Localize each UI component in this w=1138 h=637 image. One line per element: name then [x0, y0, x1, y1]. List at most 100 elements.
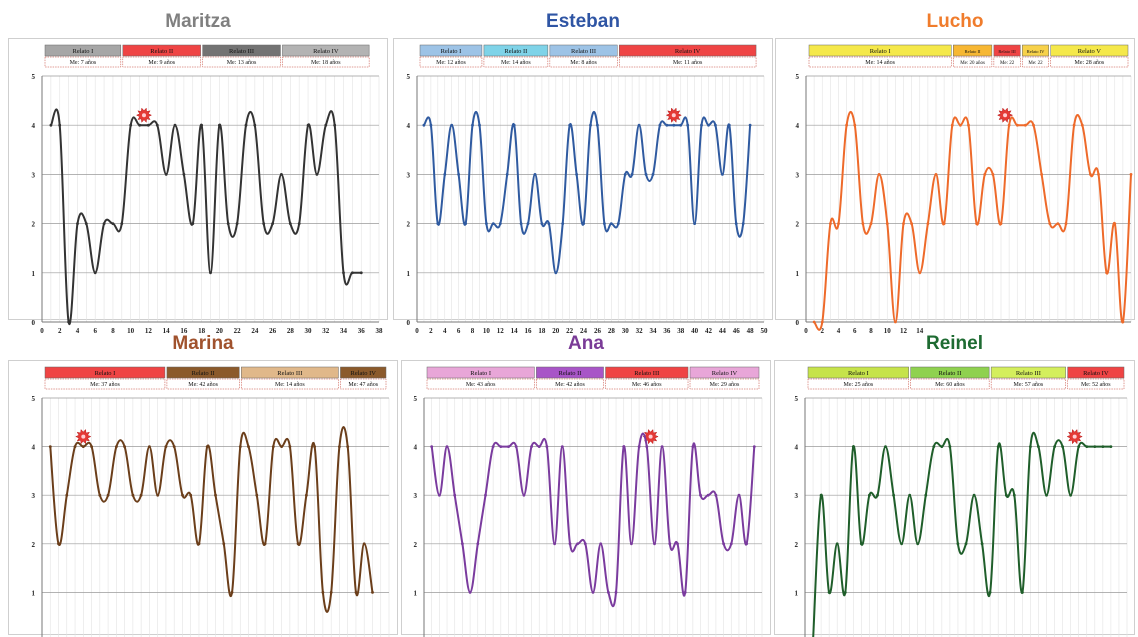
chart-svg: 0123450246810121416182022242628303234363…	[32, 366, 390, 637]
y-tick-label: 1	[795, 589, 799, 597]
relato-me-box	[122, 56, 201, 68]
relato-me: Me: 14 años	[501, 60, 531, 66]
data-point	[1045, 493, 1048, 497]
data-point	[722, 542, 725, 546]
y-tick-label: 4	[796, 122, 800, 130]
x-tick-label: 24	[251, 327, 259, 335]
x-tick-label: 4	[837, 327, 841, 335]
chart-svg: 0123450246810121416182022242628303234363…	[414, 366, 763, 637]
relato-band	[340, 366, 387, 379]
relato-me: Me: 60 años	[935, 382, 965, 388]
data-point	[942, 222, 946, 226]
y-tick-label: 3	[796, 171, 800, 179]
relato-band	[44, 366, 166, 379]
data-point	[280, 173, 283, 176]
relato-label: Relato II	[504, 48, 527, 55]
data-point	[512, 123, 516, 127]
data-point	[1105, 271, 1108, 275]
y-tick-label: 5	[32, 395, 36, 403]
data-point	[956, 542, 960, 546]
data-point	[90, 445, 93, 448]
data-point	[315, 173, 319, 176]
data-point	[1129, 173, 1133, 176]
data-point	[924, 493, 928, 497]
data-point	[430, 445, 434, 448]
data-point	[306, 123, 310, 127]
data-point	[583, 542, 587, 546]
relato-me-box	[1022, 56, 1049, 68]
data-point	[359, 271, 363, 275]
y-tick-label: 2	[795, 541, 799, 549]
x-tick-label: 10	[483, 327, 491, 335]
data-point	[934, 173, 938, 176]
data-point	[693, 222, 696, 226]
relato-me-box	[1050, 56, 1129, 68]
data-point	[468, 591, 472, 594]
data-point	[589, 123, 592, 127]
data-point	[686, 123, 690, 127]
relato-me-box	[1067, 378, 1125, 390]
relato-me-box	[426, 378, 535, 390]
data-point	[156, 493, 160, 497]
x-tick-label: 0	[804, 327, 808, 335]
data-point	[845, 123, 848, 127]
data-point	[940, 445, 944, 448]
relato-me-box	[241, 378, 339, 390]
burst-icon	[642, 428, 659, 445]
relato-me: Me: 47 años	[348, 382, 378, 388]
data-point	[1037, 445, 1040, 448]
data-point	[706, 493, 710, 497]
relato-me: Me: 22	[1000, 61, 1015, 66]
data-point	[498, 222, 502, 226]
data-point	[84, 222, 88, 226]
relato-me: Me: 20 años	[960, 61, 985, 66]
y-tick-label: 1	[32, 589, 36, 597]
data-point	[630, 173, 634, 176]
data-point	[1015, 123, 1019, 127]
data-point	[948, 445, 952, 448]
data-point	[607, 591, 610, 594]
data-point	[222, 542, 226, 546]
relato-label: Relato II	[192, 370, 215, 377]
x-tick-label: 4	[76, 327, 80, 335]
relato-label: Relato I	[848, 370, 869, 377]
data-point	[876, 493, 879, 497]
x-tick-label: 12	[145, 327, 153, 335]
data-point	[741, 222, 745, 226]
x-tick-label: 20	[216, 327, 224, 335]
x-tick-label: 32	[322, 327, 330, 335]
relato-label: Relato IV	[712, 370, 738, 377]
series-line	[49, 425, 374, 614]
data-point	[668, 542, 672, 546]
relato-label: Relato III	[634, 370, 659, 377]
x-tick-label: 26	[269, 327, 277, 335]
data-point	[637, 123, 641, 127]
data-point	[1032, 123, 1035, 127]
data-point	[189, 493, 193, 497]
data-point	[540, 222, 544, 226]
data-point	[73, 445, 77, 448]
y-tick-label: 4	[795, 444, 799, 452]
x-tick-label: 32	[636, 327, 644, 335]
data-point	[526, 222, 530, 226]
data-point	[1113, 222, 1117, 226]
data-point	[1053, 445, 1056, 448]
data-point	[752, 445, 756, 448]
x-tick-label: 12	[497, 327, 505, 335]
y-tick-label: 5	[407, 73, 411, 81]
data-point	[1121, 320, 1125, 324]
relato-band	[993, 44, 1021, 57]
relato-me-box	[483, 56, 549, 68]
data-point	[148, 445, 151, 448]
data-point	[967, 123, 970, 127]
relato-label: Relato II	[938, 370, 961, 377]
relato-label: Relato I	[870, 48, 891, 55]
data-point	[665, 123, 669, 127]
data-point	[645, 445, 649, 448]
x-tick-label: 14	[511, 327, 519, 335]
relato-label: Relato IV	[350, 370, 376, 377]
data-point	[1101, 445, 1105, 448]
x-tick-label: 28	[287, 327, 295, 335]
